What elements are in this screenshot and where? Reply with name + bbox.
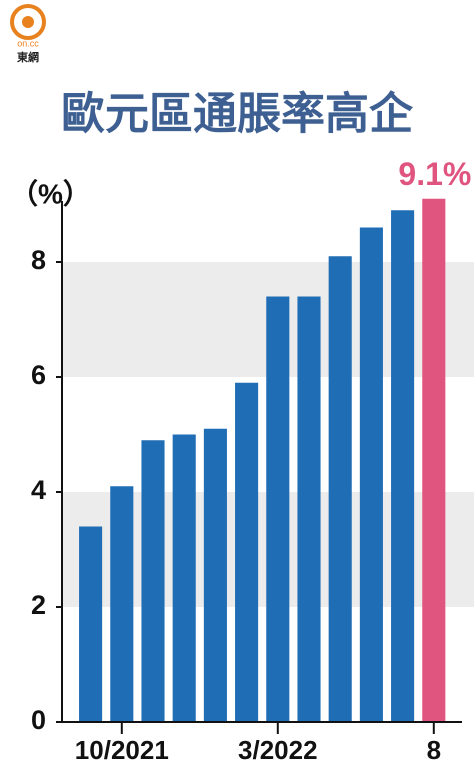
- bar: [110, 486, 134, 722]
- value-label: 9.1%: [398, 156, 471, 192]
- bar: [297, 296, 321, 722]
- y-tick-label: 6: [31, 360, 46, 390]
- y-axis-label: （%）: [10, 177, 91, 209]
- bar: [235, 382, 259, 722]
- bar: [172, 434, 196, 722]
- bar: [422, 198, 446, 722]
- x-tick-label: 8: [427, 735, 441, 765]
- logo-ring: [10, 4, 46, 40]
- bar: [391, 210, 415, 722]
- x-tick-label: 3/2022: [238, 735, 318, 765]
- bar: [266, 296, 290, 722]
- bar: [79, 526, 103, 722]
- y-tick-label: 0: [31, 705, 46, 735]
- logo-name: 東網: [17, 50, 39, 64]
- y-tick-label: 4: [31, 475, 46, 505]
- y-tick-label: 2: [31, 590, 46, 620]
- y-tick-label: 8: [31, 245, 46, 275]
- chart-title: 歐元區通脹率高企: [61, 90, 414, 139]
- bar: [203, 428, 227, 722]
- bar: [359, 227, 383, 722]
- x-tick-label: 10/2021: [75, 735, 169, 765]
- bar: [328, 256, 352, 722]
- logo-brand: on.cc: [17, 38, 39, 48]
- logo: on.cc 東網: [10, 4, 46, 64]
- bar: [141, 440, 165, 722]
- logo-dot: [22, 16, 34, 28]
